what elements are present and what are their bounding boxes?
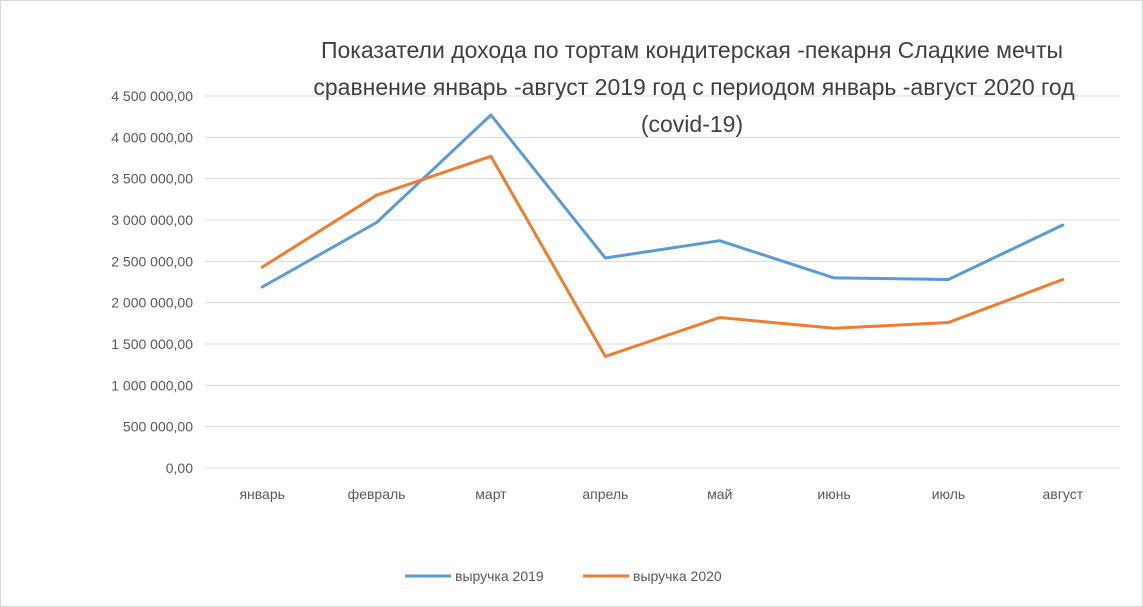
x-tick-label: июль [932, 486, 965, 502]
x-tick-label: август [1043, 486, 1084, 502]
y-tick-label: 500 000,00 [123, 419, 193, 435]
chart-title-line-3: (covid-19) [641, 111, 743, 137]
chart-title-line-2: сравнение январь -август 2019 год с пери… [313, 74, 1075, 100]
y-tick-label: 1 000 000,00 [111, 377, 193, 393]
x-tick-label: апрель [582, 486, 628, 502]
x-tick-label: май [707, 486, 732, 502]
x-tick-label: март [475, 486, 507, 502]
series-line-2 [260, 154, 1065, 358]
x-tick-label: февраль [348, 486, 406, 502]
legend: выручка 2019 выручка 2020 [405, 568, 722, 584]
legend-label-1: выручка 2019 [455, 568, 544, 584]
y-tick-label: 0,00 [166, 460, 193, 476]
x-tick-label: январь [239, 486, 284, 502]
y-tick-label: 1 500 000,00 [111, 336, 193, 352]
y-tick-label: 2 000 000,00 [111, 295, 193, 311]
y-tick-label: 3 500 000,00 [111, 171, 193, 187]
y-axis-tick-labels: 0,00 500 000,00 1 000 000,00 1 500 000,00 2 … [111, 88, 193, 476]
chart-title: Показатели дохода по тортам кондитерская… [313, 37, 1075, 137]
y-tick-label: 4 000 000,00 [111, 129, 193, 145]
x-tick-label: июнь [817, 486, 850, 502]
x-axis-tick-labels: январь февраль март апрель май июнь июль август [239, 486, 1083, 502]
series-lines [260, 113, 1065, 358]
series-line-1 [260, 113, 1065, 289]
y-tick-label: 2 500 000,00 [111, 253, 193, 269]
y-tick-label: 4 500 000,00 [111, 88, 193, 104]
chart-title-line-1: Показатели дохода по тортам кондитерская… [321, 37, 1063, 63]
gridlines [205, 95, 1120, 469]
y-tick-label: 3 000 000,00 [111, 212, 193, 228]
legend-label-2: выручка 2020 [633, 568, 722, 584]
